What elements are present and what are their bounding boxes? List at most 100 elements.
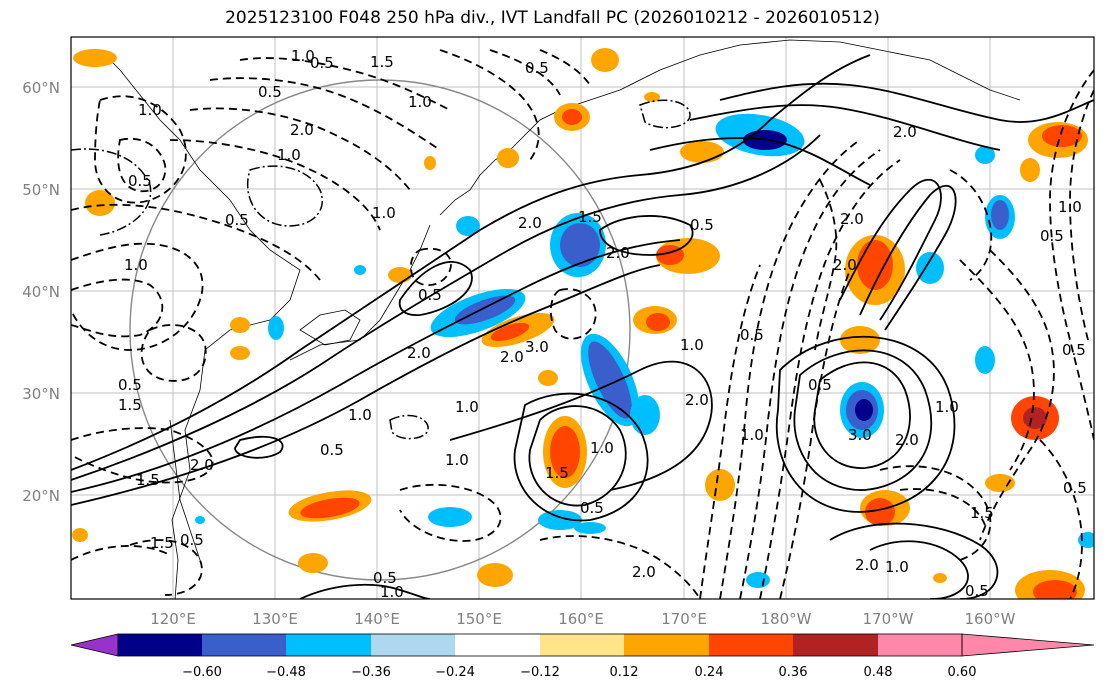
colorbar-tick-label: 0.12 xyxy=(610,665,639,680)
contour-label: 1.5 xyxy=(970,504,994,522)
contour-label: 0.5 xyxy=(118,376,142,394)
contour-label: 0.5 xyxy=(580,499,604,517)
contour-label: 1.0 xyxy=(1058,198,1082,216)
contour-label: 1.0 xyxy=(138,101,162,119)
colorbar-tick-label: −0.60 xyxy=(182,665,222,680)
lon-label: 160°W xyxy=(965,610,1016,628)
colorbar-tick-label: −0.24 xyxy=(435,665,475,680)
contour-label: 2.0 xyxy=(518,214,542,232)
contour-label: 0.5 xyxy=(1062,341,1086,359)
contour-label: 3.0 xyxy=(525,338,549,356)
contour-label: 2.0 xyxy=(895,431,919,449)
contour-label: 1.0 xyxy=(124,256,148,274)
contour-label: 0.5 xyxy=(808,376,832,394)
ivt-contours-dashed xyxy=(71,49,1094,599)
colorbar-swatch xyxy=(624,634,709,656)
colorbar-tick-label: 0.36 xyxy=(779,665,808,680)
contour-label: 1.0 xyxy=(455,398,479,416)
landfall-radius-circle xyxy=(129,79,631,581)
contour-label: 2.0 xyxy=(833,256,857,274)
lat-label: 30°N xyxy=(22,385,60,403)
contour-label: 0.5 xyxy=(320,441,344,459)
ivt-contours-dashdot xyxy=(71,99,691,440)
contour-label: 0.5 xyxy=(1040,227,1064,245)
colorbar-tick-label: 0.60 xyxy=(948,665,977,680)
colorbar-tick-label: −0.36 xyxy=(351,665,391,680)
contour-label: 1.5 xyxy=(150,534,174,552)
lat-label: 20°N xyxy=(22,487,60,505)
colorbar-swatch xyxy=(286,634,371,656)
contour-label: 2.0 xyxy=(500,348,524,366)
contour-label: 0.5 xyxy=(1063,479,1087,497)
latitude-axis: 60°N 50°N 40°N 30°N 20°N xyxy=(22,79,60,505)
colorbar-swatch xyxy=(202,634,286,656)
contour-label: 1.0 xyxy=(935,398,959,416)
contour-label: 1.0 xyxy=(740,426,764,444)
contour-label: 1.5 xyxy=(545,464,569,482)
contour-label: 1.0 xyxy=(380,583,404,601)
contour-label: 1.0 xyxy=(885,558,909,576)
contour-label: 0.5 xyxy=(690,216,714,234)
contour-label: 0.5 xyxy=(418,286,442,304)
colorbar-swatch xyxy=(540,634,624,656)
contour-label: 2.0 xyxy=(855,556,879,574)
lon-label: 150°E xyxy=(456,610,502,628)
lat-label: 50°N xyxy=(22,181,60,199)
contour-label: 2.0 xyxy=(606,244,630,262)
colorbar-swatch xyxy=(371,634,455,656)
contour-label: 2.0 xyxy=(632,563,656,581)
contour-label: 0.5 xyxy=(128,172,152,190)
chart-title: 2025123100 F048 250 hPa div., IVT Landfa… xyxy=(225,8,880,28)
colorbar-ticks: −0.60 −0.48 −0.36 −0.24 −0.12 0.12 0.24 … xyxy=(182,665,976,680)
contour-label: 1.0 xyxy=(348,406,372,424)
contour-label: 0.5 xyxy=(525,59,549,77)
contour-label: 0.5 xyxy=(965,582,989,600)
coastline xyxy=(99,39,1021,599)
contour-labels: 1.0 0.5 1.5 0.5 2.0 1.0 1.0 0.5 1.0 0.5 … xyxy=(118,47,1087,601)
colorbar-min-extend xyxy=(70,633,119,657)
colorbar: −0.60 −0.48 −0.36 −0.24 −0.12 0.12 0.24 … xyxy=(70,633,1095,680)
colorbar-tick-label: 0.48 xyxy=(864,665,893,680)
contour-label: 1.0 xyxy=(291,47,315,65)
colorbar-tick-label: −0.12 xyxy=(520,665,560,680)
contour-label: 1.5 xyxy=(136,471,160,489)
contour-label: 2.0 xyxy=(893,123,917,141)
colorbar-swatch xyxy=(455,634,540,656)
contour-label: 0.5 xyxy=(258,83,282,101)
contour-label: 3.0 xyxy=(848,426,872,444)
colorbar-tick-label: 0.24 xyxy=(695,665,724,680)
contour-label: 0.5 xyxy=(310,54,334,72)
contour-label: 0.5 xyxy=(373,569,397,587)
lon-label: 170°E xyxy=(661,610,707,628)
colorbar-max-extend xyxy=(961,633,1095,657)
lon-label: 170°W xyxy=(863,610,914,628)
contour-label: 1.0 xyxy=(680,336,704,354)
contour-label: 0.5 xyxy=(225,211,249,229)
contour-label: 2.0 xyxy=(407,344,431,362)
colorbar-tick-label: −0.48 xyxy=(266,665,306,680)
lon-label: 160°E xyxy=(558,610,604,628)
lat-label: 60°N xyxy=(22,79,60,97)
colorbar-swatch xyxy=(709,634,793,656)
contour-label: 1.0 xyxy=(590,439,614,457)
colorbar-swatch xyxy=(118,634,202,656)
map-frame xyxy=(70,36,1095,600)
contour-label: 2.0 xyxy=(190,456,214,474)
lon-label: 180°W xyxy=(761,610,812,628)
longitude-axis: 120°E 130°E 140°E 150°E 160°E 170°E 180°… xyxy=(150,610,1015,628)
contour-label: 2.0 xyxy=(290,121,314,139)
contour-label: 1.5 xyxy=(370,53,394,71)
ivt-contours-solid xyxy=(71,54,1094,599)
lon-label: 140°E xyxy=(354,610,400,628)
lon-label: 120°E xyxy=(150,610,196,628)
lat-label: 40°N xyxy=(22,283,60,301)
contour-label: 1.5 xyxy=(118,396,142,414)
contour-label: 1.0 xyxy=(445,451,469,469)
contour-label: 2.0 xyxy=(840,210,864,228)
contour-label: 1.0 xyxy=(277,146,301,164)
colorbar-swatch xyxy=(793,634,878,656)
contour-label: 0.5 xyxy=(740,326,764,344)
lon-label: 130°E xyxy=(252,610,298,628)
contour-label: 1.5 xyxy=(578,208,602,226)
contour-label: 1.0 xyxy=(372,204,396,222)
